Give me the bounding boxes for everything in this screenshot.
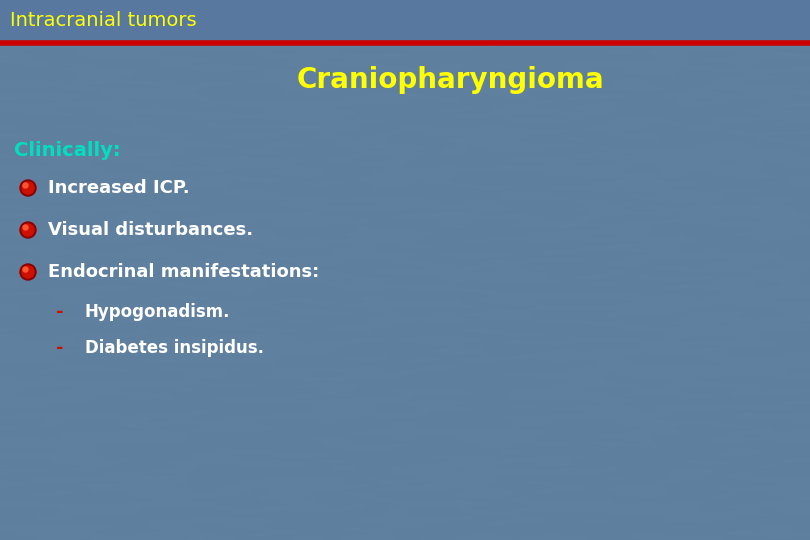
- Circle shape: [22, 224, 34, 236]
- Text: -: -: [56, 303, 64, 321]
- FancyBboxPatch shape: [0, 0, 810, 42]
- Circle shape: [23, 267, 28, 272]
- Text: Intracranial tumors: Intracranial tumors: [10, 11, 197, 30]
- Text: -: -: [56, 339, 64, 357]
- Text: Hypogonadism.: Hypogonadism.: [85, 303, 231, 321]
- Circle shape: [20, 180, 36, 196]
- Text: Craniopharyngioma: Craniopharyngioma: [296, 66, 603, 94]
- Text: Diabetes insipidus.: Diabetes insipidus.: [85, 339, 264, 357]
- Circle shape: [20, 264, 36, 280]
- Text: Endocrinal manifestations:: Endocrinal manifestations:: [48, 263, 319, 281]
- Circle shape: [20, 222, 36, 238]
- Circle shape: [22, 182, 34, 194]
- Text: Clinically:: Clinically:: [14, 140, 121, 159]
- Circle shape: [23, 183, 28, 188]
- Circle shape: [23, 225, 28, 230]
- Text: Visual disturbances.: Visual disturbances.: [48, 221, 253, 239]
- Circle shape: [22, 266, 34, 278]
- Text: Increased ICP.: Increased ICP.: [48, 179, 190, 197]
